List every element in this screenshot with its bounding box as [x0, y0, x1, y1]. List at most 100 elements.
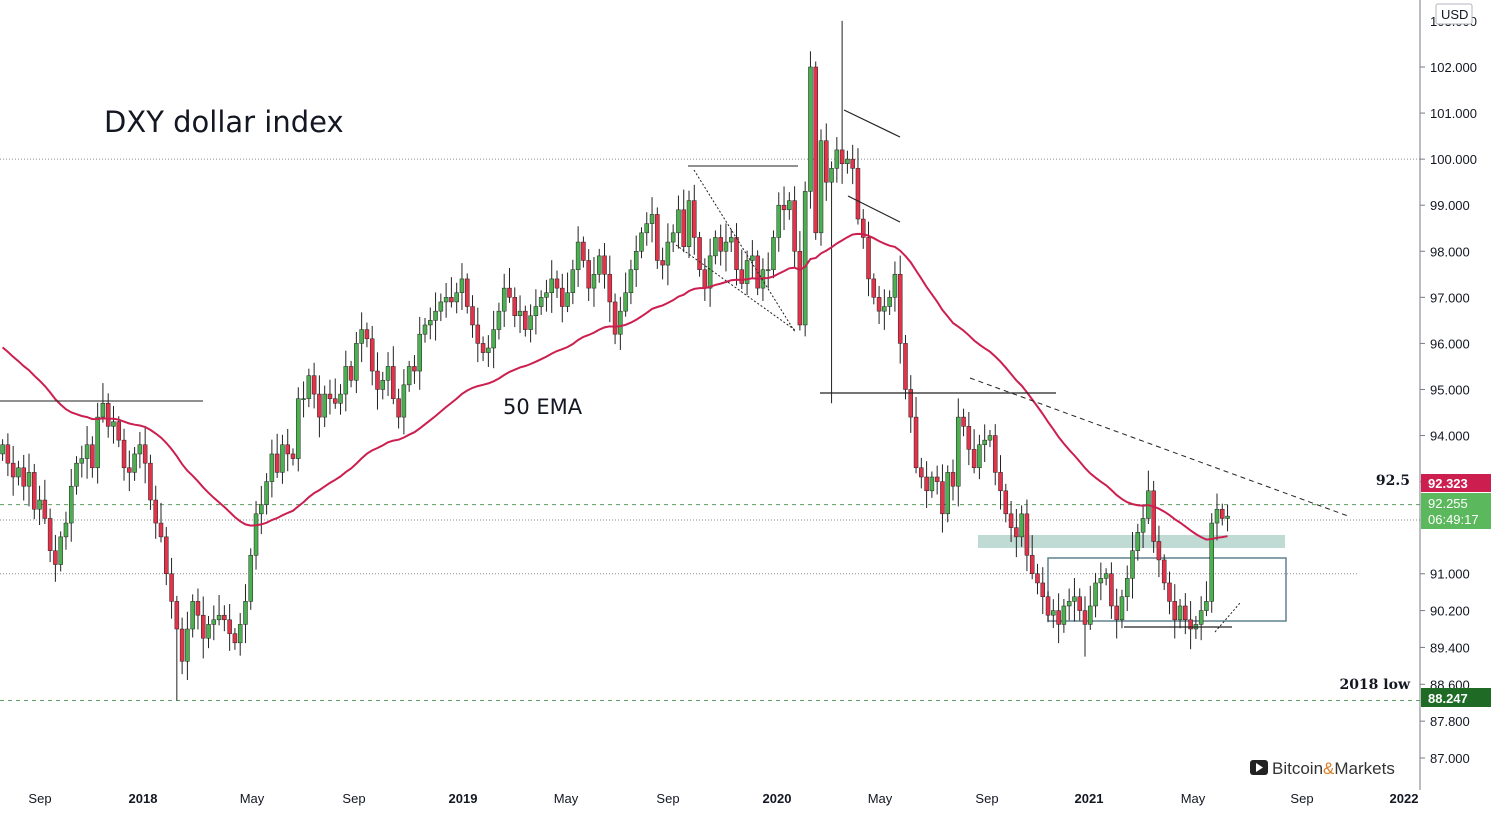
candle-body [301, 398, 306, 400]
candle-body [1029, 555, 1035, 574]
candle-body [1003, 490, 1009, 515]
time-axis: Sep 2018 May Sep 2019 May Sep 2020 May Sep 2021 May… [28, 791, 1418, 806]
price-tick-label: 90.200 [1430, 604, 1470, 619]
candle-body [845, 158, 850, 164]
candle-body [105, 403, 111, 427]
chart-title: DXY dollar index [104, 105, 344, 139]
candle-body [839, 149, 845, 164]
candle-body [95, 416, 100, 469]
candle-body [1140, 518, 1146, 533]
candle-body [607, 274, 613, 303]
candle-body [961, 416, 966, 427]
candle-body [855, 168, 861, 220]
candle-body [322, 393, 327, 418]
candle-body [528, 315, 533, 330]
countdown-text: 06:49:17 [1428, 512, 1479, 527]
candle-body [882, 306, 887, 312]
candle-body [702, 269, 708, 289]
candle-body [222, 614, 227, 621]
candle-body [179, 628, 185, 662]
time-tick-label: 2020 [763, 791, 792, 806]
time-tick-label: Sep [975, 791, 998, 806]
currency-badge [1435, 3, 1473, 25]
candle-body [1082, 610, 1088, 625]
candle-body [1214, 508, 1220, 524]
candle-body [332, 398, 338, 404]
price-axis: 102.000 101.000 100.000 99.000 98.000 97.000 9… [1419, 0, 1491, 790]
candle-body [929, 476, 935, 492]
candle-body [274, 453, 280, 473]
candle-body [1156, 541, 1162, 561]
candle-body [475, 324, 481, 344]
price-tick-label: 95.000 [1430, 382, 1470, 397]
candle-body [765, 269, 771, 271]
time-tick-label: 2021 [1075, 791, 1104, 806]
candle-body [934, 476, 940, 482]
candle-body [21, 467, 26, 487]
candle-body [148, 462, 153, 501]
candle-body [570, 269, 576, 293]
trend-line [969, 377, 1349, 517]
ema-price-tag [1421, 474, 1491, 492]
candle-body [586, 260, 591, 289]
candle-body [987, 435, 993, 441]
candle-body [554, 278, 560, 289]
candle-body [618, 310, 623, 335]
candle-body [259, 504, 264, 515]
candle-body [68, 485, 74, 524]
candle-body [90, 444, 95, 469]
candle-body [866, 237, 871, 280]
trend-line [843, 109, 901, 138]
candle-body [501, 287, 507, 312]
candle-body [808, 66, 813, 192]
candle-body [1061, 605, 1067, 625]
ema-layer [1, 232, 1228, 541]
candle-body [5, 444, 11, 464]
candle-body [1045, 596, 1051, 616]
range-box [1047, 557, 1287, 622]
candle-body [639, 232, 644, 252]
price-tick-label: 96.000 [1430, 336, 1470, 351]
candle-body [892, 274, 898, 298]
candle-body [633, 251, 639, 270]
watermark-play-icon [1256, 763, 1263, 772]
drawings [0, 109, 1349, 633]
price-tick-label: 100.000 [1430, 152, 1477, 167]
candle-body [343, 366, 349, 395]
candle-body [1177, 605, 1183, 621]
candle-body [327, 393, 333, 399]
candle-body [216, 614, 222, 621]
candle-body [575, 241, 581, 270]
candle-body [185, 628, 190, 662]
candle-body [338, 393, 343, 404]
candle-body [644, 223, 650, 234]
candle-body [977, 444, 982, 469]
candle-body [227, 619, 232, 634]
candle-body [470, 306, 475, 326]
candle-body [771, 237, 776, 270]
time-tick-label: May [868, 791, 893, 806]
candle-body [549, 278, 554, 293]
price-tick-label: 97.000 [1430, 290, 1470, 305]
candle-body [1014, 527, 1019, 538]
candle-body [744, 260, 750, 284]
candle-body [137, 444, 143, 455]
candle-body [153, 499, 158, 524]
candle-body [660, 260, 665, 266]
price-tick-label: 89.400 [1430, 640, 1470, 655]
candle-body [74, 462, 79, 487]
candle-body [285, 444, 290, 455]
candle-body [1183, 605, 1188, 621]
candle-body [1161, 559, 1167, 584]
candle-body [802, 191, 808, 326]
price-tick-label: 91.000 [1430, 567, 1470, 582]
candle-body [53, 550, 58, 565]
candle-body [206, 624, 211, 639]
candle-body [538, 297, 544, 307]
candle-body [718, 237, 723, 252]
candle-body [850, 158, 855, 169]
candle-body [0, 444, 5, 455]
candle-body [1077, 596, 1082, 611]
price-tick-label: 87.800 [1430, 714, 1470, 729]
time-tick-label: 2022 [1390, 791, 1419, 806]
